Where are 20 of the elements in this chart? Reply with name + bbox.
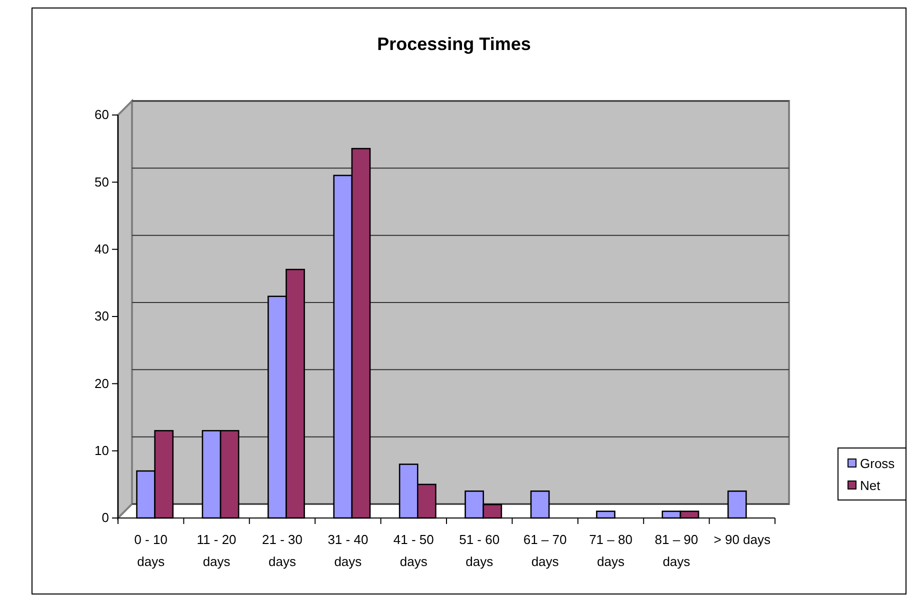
legend-label: Gross: [860, 456, 896, 471]
y-tick-label: 20: [94, 376, 109, 391]
y-tick-label: 50: [94, 174, 109, 190]
x-tick-label: 21 - 30 days: [262, 532, 302, 569]
legend-label: Net: [860, 478, 881, 493]
x-tick-label: 0 - 10 days: [134, 532, 168, 569]
x-tick-label: 71 – 80 days: [589, 532, 632, 569]
y-tick-label: 10: [94, 442, 109, 458]
y-tick-label: 40: [94, 241, 109, 256]
x-tick-label: 11 - 20 days: [196, 532, 236, 569]
y-tick-label: 0: [102, 510, 109, 526]
x-tick-label: 31 - 40 days: [328, 532, 368, 569]
x-tick-label: 51 - 60 days: [459, 532, 500, 569]
x-tick-label: > 90 days: [714, 532, 772, 547]
y-tick-label: 60: [94, 107, 109, 122]
chart-title: Processing Times: [377, 34, 531, 54]
y-tick-label: 30: [94, 308, 109, 324]
x-tick-label: 81 – 90 days: [654, 532, 698, 569]
x-tick-label: 41 - 50 days: [393, 532, 434, 569]
x-tick-label: 61 – 70 days: [523, 532, 567, 569]
